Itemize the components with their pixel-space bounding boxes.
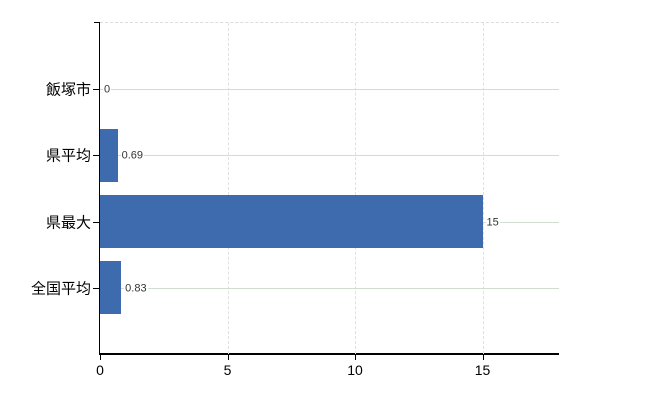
y-axis-tick	[93, 221, 100, 223]
gridline-vertical	[355, 23, 356, 354]
gridline-horizontal	[100, 89, 559, 91]
x-tick-label: 0	[96, 362, 104, 378]
category-label: 県平均	[45, 147, 91, 165]
y-axis-line	[99, 22, 100, 354]
bar	[100, 195, 483, 249]
y-axis-tick	[93, 287, 100, 289]
gridline-vertical	[482, 23, 484, 354]
x-tick-label: 15	[474, 362, 491, 378]
bar-value-label: 0	[103, 83, 112, 96]
category-label: 県最大	[45, 214, 91, 232]
plot-area: 0 5 10 15 飯塚市 0 県平均 0.69 県最大 15 全国平均 0.83	[31, 22, 559, 377]
x-axis-line	[99, 353, 559, 355]
x-tick-label: 5	[223, 362, 232, 378]
bar	[100, 128, 118, 182]
y-axis-tick	[93, 89, 100, 91]
y-axis-top-tick	[94, 22, 100, 23]
x-axis-tick	[100, 354, 101, 360]
bar	[100, 261, 122, 315]
gridline-vertical	[227, 23, 229, 354]
category-label: 全国平均	[30, 280, 91, 298]
x-axis-tick	[482, 354, 484, 360]
x-tick-label: 10	[347, 362, 363, 378]
bar-value-label: 15	[485, 216, 500, 229]
gridline-horizontal	[100, 287, 559, 289]
y-axis-tick	[93, 155, 100, 157]
gridline-horizontal	[100, 155, 559, 157]
plot-top-border	[100, 22, 559, 23]
category-label: 飯塚市	[45, 81, 91, 99]
x-axis-tick	[355, 354, 356, 360]
x-axis-tick	[227, 354, 229, 360]
bar-value-label: 0.83	[124, 282, 148, 295]
bar-value-label: 0.69	[120, 149, 145, 162]
